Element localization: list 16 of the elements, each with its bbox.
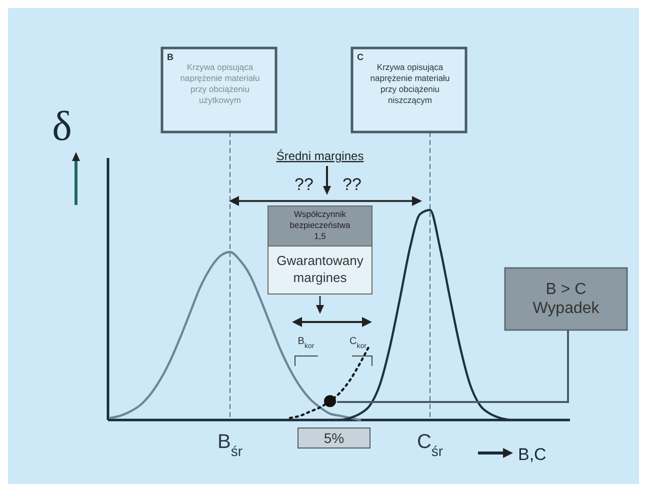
- annotation: Współczynnik bezpieczeństwa 1,5: [290, 209, 351, 241]
- text: ??: [342, 175, 362, 194]
- x-tick-label: B$_{śr}$: [217, 431, 243, 459]
- label-box: B Krzywa opisująca naprężenie materiału przy obciążeniu użytkowym: [160, 46, 278, 134]
- annotation: B$_{kor}$: [298, 336, 315, 350]
- x-axis-title: B,C: [518, 445, 546, 464]
- annotation: C$_{kor}$: [350, 336, 368, 350]
- text: ??: [294, 175, 314, 194]
- text: Średni margines: [276, 149, 364, 163]
- label-box: B > C Wypadek: [504, 267, 628, 331]
- annotation: Gwarantowany margines: [276, 253, 364, 285]
- label-box: 5%: [298, 428, 370, 448]
- y-axis-title: δ: [52, 104, 72, 150]
- x-tick-label: C$_{śr}$: [416, 431, 444, 459]
- label-box: C Krzywa opisująca naprężenie materiału przy obciążeniu niszczącym: [350, 46, 468, 134]
- annotation: B > C Wypadek: [532, 281, 600, 317]
